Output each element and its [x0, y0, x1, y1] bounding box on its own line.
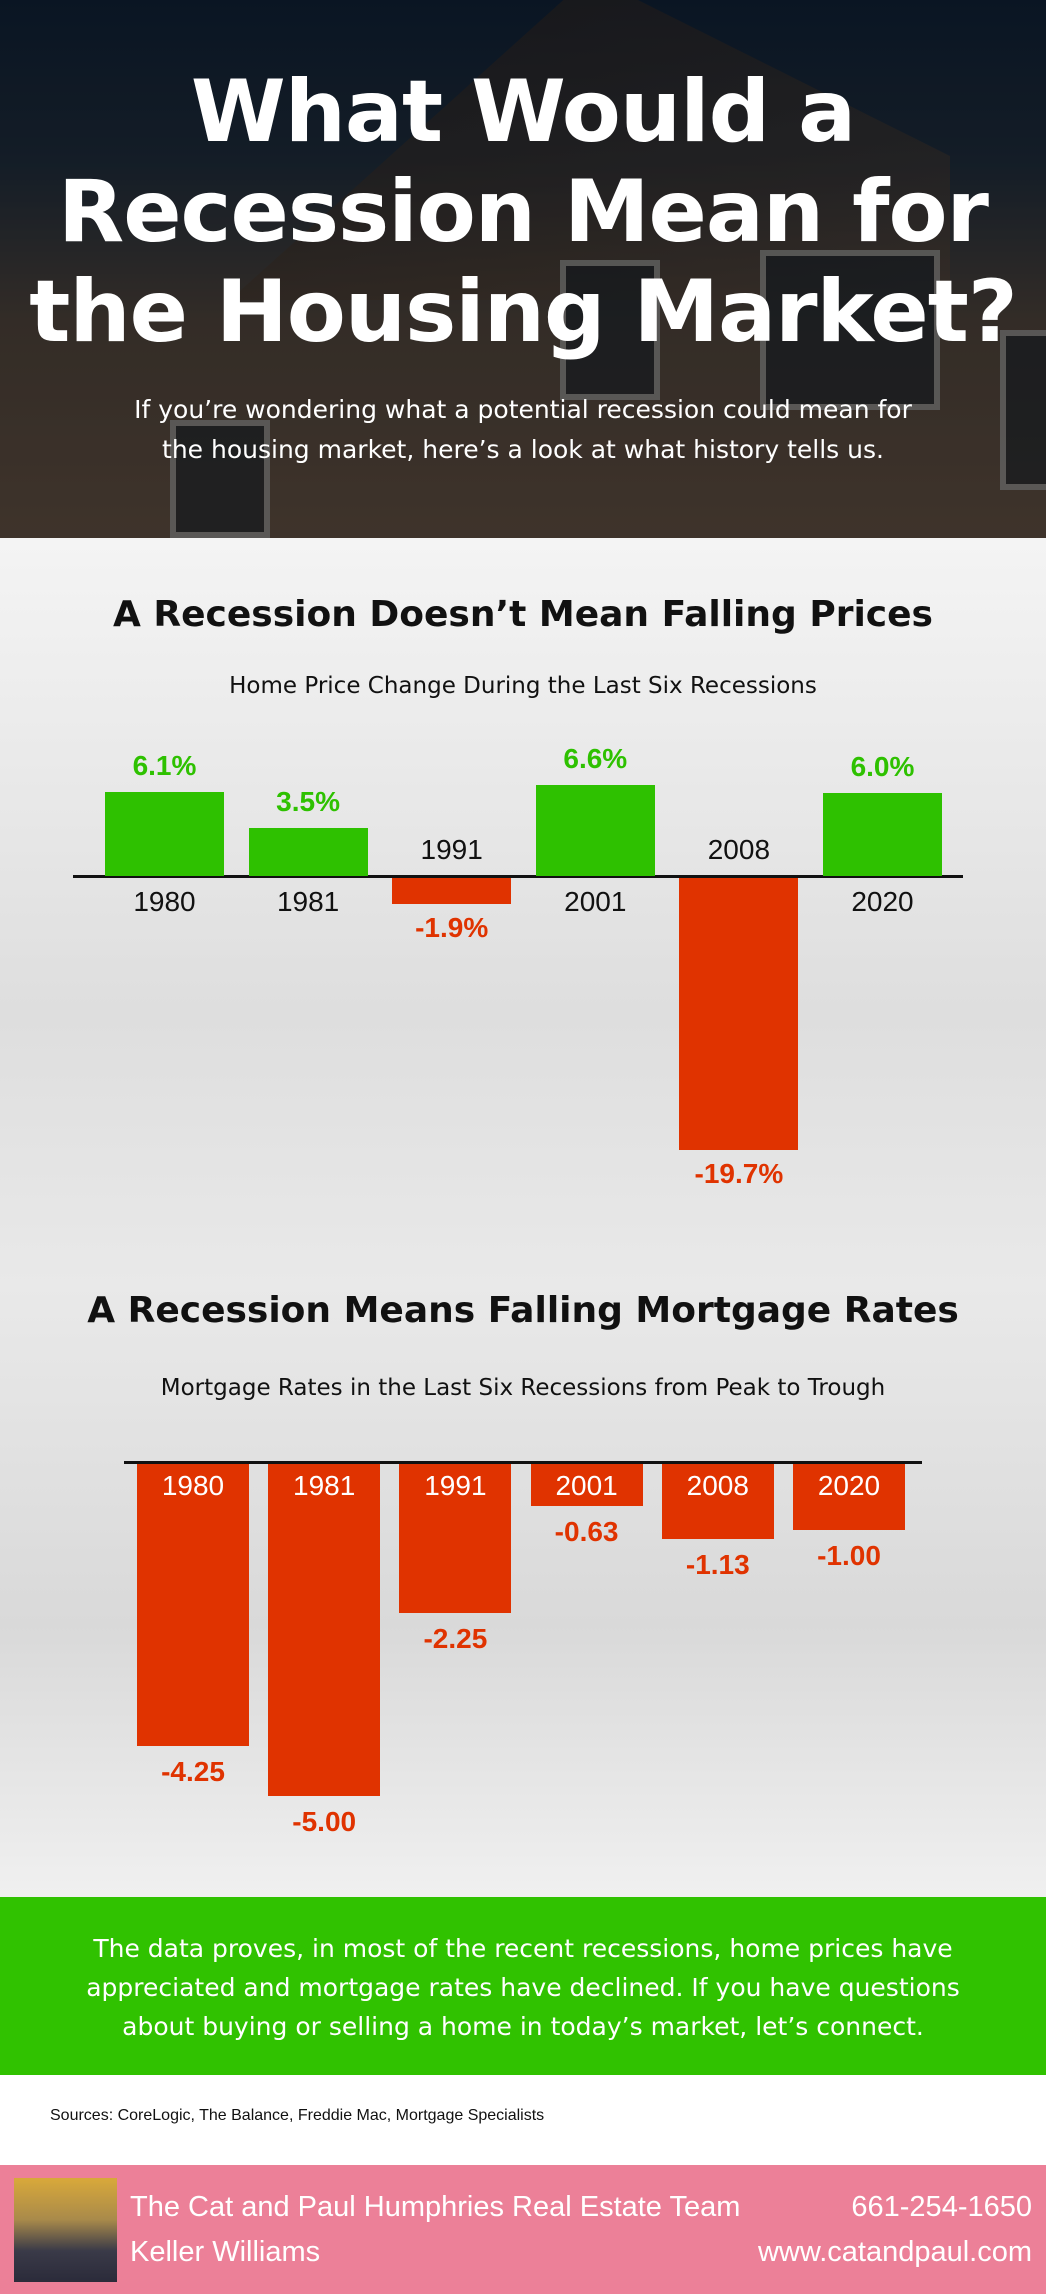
year-label: 1991 — [424, 1470, 487, 1501]
year-label: 2001 — [564, 886, 627, 917]
subtitle: If you’re wondering what a potential rec… — [0, 390, 1046, 470]
data-label: 6.1% — [132, 749, 197, 781]
section2-caption: Mortgage Rates in the Last Six Recession… — [160, 1375, 886, 1401]
window — [170, 420, 270, 538]
bar — [679, 878, 799, 1150]
bar — [535, 784, 655, 876]
data-label: -1.13 — [685, 1549, 750, 1581]
brokerage: Keller Williams — [130, 2236, 321, 2268]
team-name: The Cat and Paul Humphries Real Estate T… — [130, 2191, 741, 2223]
year-label: 2020 — [817, 1470, 881, 1501]
bar — [268, 1464, 381, 1796]
window — [760, 250, 940, 410]
title-line: the Housing Market? — [29, 262, 1018, 362]
data-label: -0.63 — [554, 1515, 619, 1547]
year-label: 2020 — [851, 886, 914, 917]
year-label: 1980 — [133, 886, 196, 917]
data-label: 3.5% — [276, 785, 340, 817]
year-label: 2001 — [555, 1470, 618, 1501]
bar — [823, 793, 942, 876]
bar — [105, 791, 224, 876]
sources: Sources: CoreLogic, The Balance, Freddie… — [50, 2107, 545, 2124]
conclusion-banner: The data proves, in most of the recent r… — [0, 1897, 1046, 2075]
year-label: 2008 — [686, 1470, 749, 1501]
x-axis — [73, 875, 963, 878]
website-link[interactable]: www.catandpaul.com — [757, 2236, 1032, 2268]
bar — [137, 1464, 249, 1747]
year-label: 1981 — [293, 1470, 356, 1501]
year-label: 1991 — [420, 834, 483, 865]
bar — [793, 1464, 905, 1531]
window — [560, 260, 660, 400]
bar — [392, 878, 512, 905]
section1-heading: A Recession Doesn’t Mean Falling Prices — [113, 594, 933, 635]
bar — [399, 1464, 512, 1614]
title-line: Recession Mean for — [58, 162, 989, 262]
data-label: -1.9% — [415, 912, 489, 944]
page-title: What Would a Recession Mean for the Hous… — [0, 62, 1046, 362]
data-label: 6.0% — [850, 751, 915, 783]
data-label: -1.00 — [817, 1540, 881, 1572]
year-label: 2008 — [707, 834, 771, 865]
x-axis — [124, 1461, 922, 1464]
footer: The Cat and Paul Humphries Real Estate T… — [0, 2165, 1046, 2294]
bar — [248, 827, 368, 876]
hero-header: What Would a Recession Mean for the Hous… — [0, 0, 1046, 538]
section2-heading: A Recession Means Falling Mortgage Rates — [87, 1290, 959, 1331]
data-label: -4.25 — [161, 1756, 225, 1788]
bar — [530, 1464, 643, 1506]
year-label: 1980 — [161, 1470, 225, 1501]
data-label: -5.00 — [292, 1806, 357, 1837]
data-label: 6.6% — [563, 742, 628, 774]
banner-line: appreciated and mortgage rates have decl… — [86, 1973, 960, 2002]
data-label: -2.25 — [423, 1623, 488, 1655]
team-photo — [14, 2178, 117, 2282]
title-line: What Would a — [190, 62, 856, 162]
data-label: -19.7% — [694, 1157, 784, 1189]
subtitle-line: If you’re wondering what a potential rec… — [134, 395, 912, 424]
section1-caption: Home Price Change During the Last Six Re… — [229, 673, 817, 699]
banner-line: about buying or selling a home in today’… — [122, 2012, 924, 2041]
bar — [661, 1464, 774, 1540]
subtitle-line: the housing market, here’s a look at wha… — [162, 435, 884, 464]
banner-line: The data proves, in most of the recent r… — [93, 1934, 953, 1963]
phone-link[interactable]: 661-254-1650 — [851, 2191, 1032, 2223]
year-label: 1981 — [276, 886, 340, 917]
window — [1000, 330, 1046, 490]
